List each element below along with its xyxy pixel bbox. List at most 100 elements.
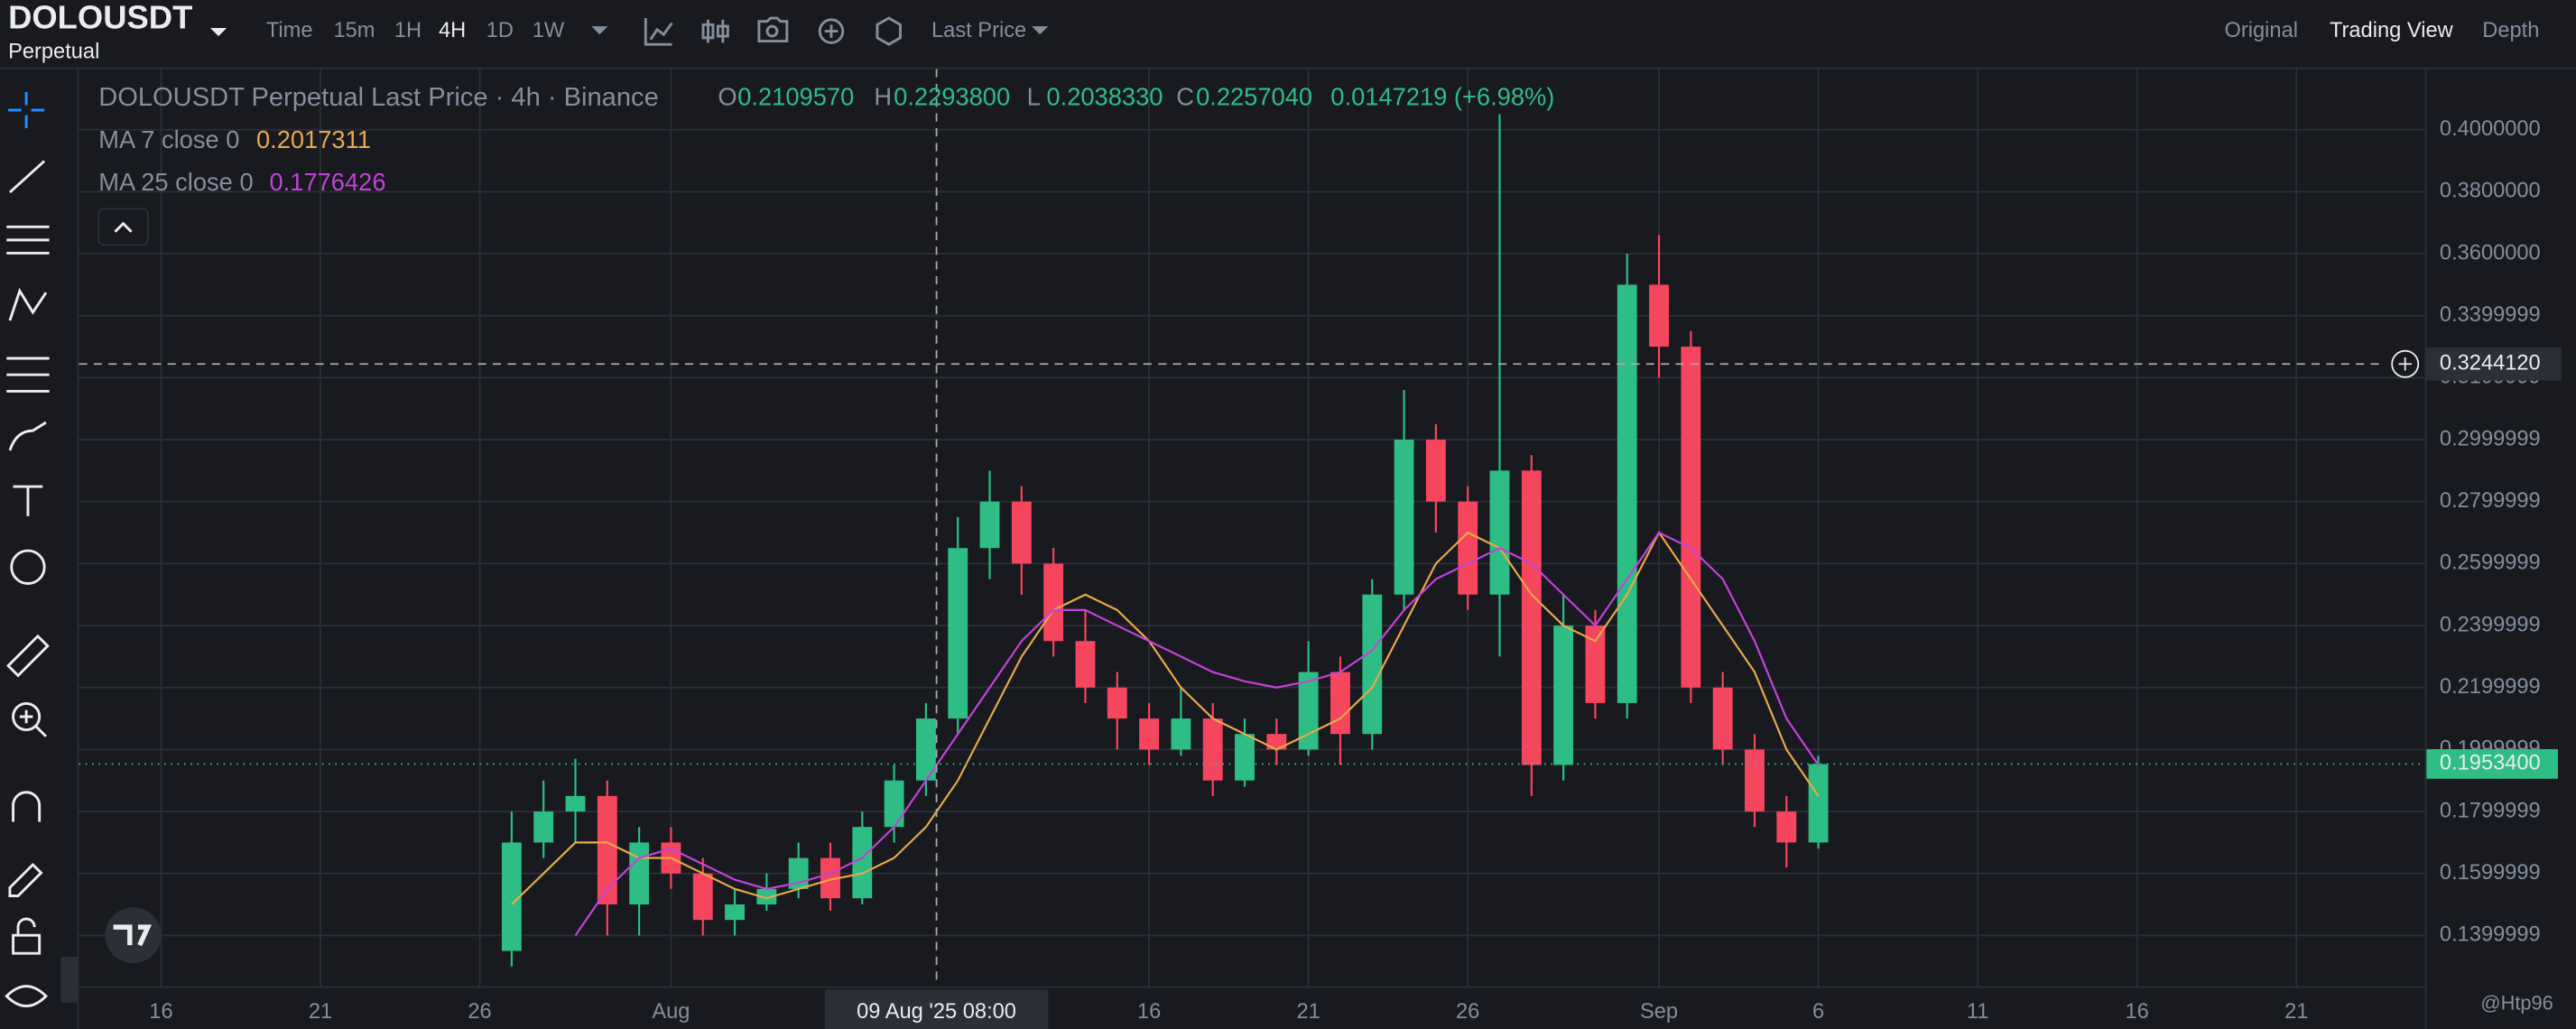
x-tick-label: 6 — [1812, 1000, 1824, 1024]
ohlc-key: L — [1027, 82, 1041, 110]
candle-body — [1202, 718, 1223, 781]
snapshot-icon[interactable] — [757, 16, 789, 42]
crosshair-price-label: 0.3244120 — [2440, 352, 2541, 375]
add-icon[interactable] — [818, 18, 845, 44]
y-tick-label: 0.2999999 — [2440, 427, 2541, 450]
candle-body — [597, 795, 617, 905]
candle-body — [1139, 718, 1160, 750]
add-cross — [824, 24, 839, 38]
x-tick-label: 21 — [2284, 1000, 2308, 1024]
collapse-arrow — [114, 221, 133, 233]
zoom-handle — [19, 709, 47, 737]
view-tab[interactable]: Depth — [2482, 19, 2539, 42]
y-tick-label: 0.2799999 — [2440, 489, 2541, 513]
crosshair-tool[interactable] — [8, 91, 45, 129]
interval[interactable]: 1W — [533, 19, 565, 42]
fib-tool[interactable] — [6, 357, 50, 393]
magnet-tool[interactable] — [12, 791, 42, 822]
crosshair-price-tag — [2426, 348, 2562, 381]
candle-body — [1298, 672, 1319, 750]
ma-value: 0.1776426 — [270, 168, 386, 196]
candle-body — [1425, 440, 1446, 502]
top-bar — [0, 0, 2576, 68]
x-tick-label: 16 — [1137, 1000, 1161, 1024]
candle-body — [948, 548, 968, 719]
candle-body — [533, 811, 554, 843]
candle-body — [1776, 811, 1797, 843]
settings-icon[interactable] — [876, 16, 902, 46]
zoom-tool[interactable] — [12, 701, 42, 732]
candle-body — [1649, 284, 1669, 348]
ohlc-key: C — [1176, 82, 1194, 110]
interval[interactable]: 15m — [333, 19, 375, 42]
last-price-tag — [2426, 748, 2558, 779]
intervals: Time 15m 1H 4H 1D 1W — [266, 19, 565, 42]
y-tick-label: 0.1599999 — [2440, 861, 2541, 885]
ohlc-key: H — [874, 82, 892, 110]
candle-body — [629, 842, 650, 905]
indicator-icon[interactable] — [644, 18, 673, 46]
pattern-tool[interactable] — [8, 287, 48, 321]
dropdown-arrow[interactable] — [591, 26, 608, 35]
x-tick-label: 11 — [1967, 1000, 1989, 1024]
candle-body — [1075, 641, 1096, 688]
overlays: 0.1953400 0.3244120 09 Aug '25 08:00 — [79, 69, 2562, 1029]
symbol-type: Perpetual — [8, 41, 99, 64]
channel-tool[interactable] — [6, 225, 50, 255]
lock-tool[interactable] — [12, 917, 42, 955]
candle-body — [565, 795, 586, 812]
chart-type-icon[interactable] — [701, 19, 729, 43]
y-tick-label: 0.3399999 — [2440, 303, 2541, 327]
y-tick-label: 0.1399999 — [2440, 923, 2541, 947]
candle-body — [692, 873, 713, 921]
collapse-legend[interactable] — [97, 208, 149, 246]
candle-body — [1235, 734, 1255, 781]
brush-tool[interactable] — [8, 421, 47, 451]
view-tab[interactable]: Original — [2224, 19, 2297, 42]
candle-body — [1171, 718, 1191, 750]
text-tool[interactable] — [13, 485, 43, 516]
candle-body — [1712, 687, 1733, 750]
interval[interactable]: Time — [266, 19, 313, 42]
x-tick-label: 26 — [1456, 1000, 1479, 1024]
watermark: @Htp96 — [2480, 991, 2553, 1014]
interval[interactable]: 4H — [439, 19, 466, 42]
emoji-tool[interactable] — [10, 549, 46, 585]
visibility-tool[interactable] — [5, 985, 49, 1007]
y-tick-label: 0.2599999 — [2440, 552, 2541, 575]
add-alert-cross — [2398, 357, 2412, 371]
candle-body — [1521, 470, 1542, 765]
candle-body — [915, 718, 936, 781]
collapse-toolbar[interactable] — [60, 956, 78, 1003]
measure-tool[interactable] — [6, 634, 50, 678]
ohlc-value: 0.2257040 — [1196, 82, 1312, 110]
view-tab[interactable]: Trading View — [2330, 19, 2454, 42]
candle-body — [1808, 764, 1829, 843]
edit-lock-tool[interactable] — [8, 862, 43, 897]
candle-body — [1011, 501, 1032, 564]
candle-body — [1489, 470, 1510, 595]
ohlc-value: 0.2038330 — [1046, 82, 1163, 110]
dropdown-arrow[interactable] — [209, 27, 227, 37]
interval[interactable]: 1D — [486, 19, 514, 42]
line-tool[interactable] — [8, 160, 46, 194]
ma-line — [511, 530, 1820, 905]
y-tick-label: 0.1799999 — [2440, 799, 2541, 822]
candle-body — [979, 501, 1000, 549]
price-type[interactable]: Last Price — [931, 19, 1026, 42]
symbol[interactable]: DOLOUSDT — [8, 0, 192, 35]
y-tick-label: 0.3800000 — [2440, 180, 2541, 203]
dropdown-arrow[interactable] — [1032, 26, 1049, 35]
grid: 0.40000000.38000000.36000000.33999990.31… — [79, 69, 2541, 1029]
plot — [501, 114, 1829, 967]
x-tick-label: 21 — [309, 1000, 332, 1024]
candle-body — [1458, 501, 1478, 595]
x-tick-label: Aug — [652, 1000, 690, 1024]
candle-body — [725, 904, 745, 921]
candle-body — [1617, 284, 1637, 703]
candle-body — [1330, 672, 1350, 735]
tv-logo[interactable] — [105, 907, 162, 964]
interval[interactable]: 1H — [394, 19, 422, 42]
x-tick-label: 21 — [1296, 1000, 1320, 1024]
